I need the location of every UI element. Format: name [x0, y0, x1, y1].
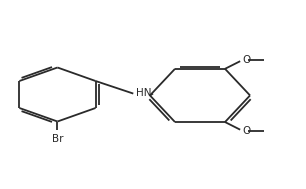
Text: O: O [242, 55, 251, 65]
Text: O: O [242, 126, 251, 136]
Text: HN: HN [136, 88, 152, 98]
Text: Br: Br [52, 134, 63, 144]
